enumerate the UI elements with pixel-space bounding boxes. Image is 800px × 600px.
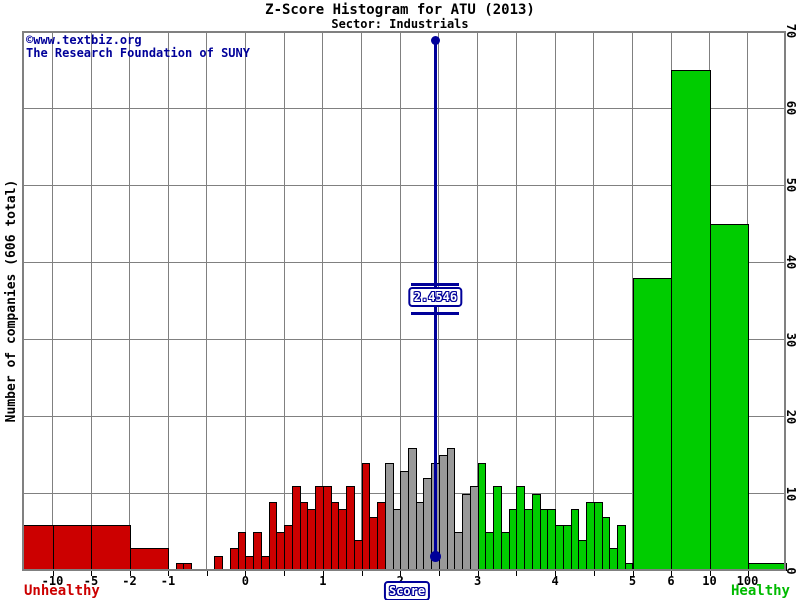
y-tick-label: 10 [784,486,798,502]
x-tick [516,571,518,576]
plot-area [22,31,787,571]
x-tick-label: -1 [160,574,176,588]
y-axis-label: Number of companies (606 total) [4,179,19,423]
y-tick-label: 50 [784,178,798,193]
x-tick [671,571,672,576]
x-tick [400,571,402,576]
v-gridline [322,31,324,571]
histogram-bar [91,524,131,571]
histogram-bar [570,509,580,571]
x-axis-title: Score [383,581,431,600]
attribution-site: ©www.textbiz.org [26,33,142,47]
x-tick [593,571,595,576]
x-tick-label: 5 [628,574,637,588]
chart-subtitle: Sector: Industrials [331,17,469,31]
v-gridline [593,31,595,571]
x-tick [438,571,440,576]
histogram-bar [632,277,672,571]
y-tick-label: 60 [784,100,798,116]
x-tick-label: 10 [702,574,717,588]
histogram-bar [22,524,54,571]
histogram-bar [129,547,169,571]
x-tick-label: 100 [736,574,759,588]
y-tick-label: 0 [784,567,798,575]
x-tick [129,571,131,576]
y-tick-label: 70 [784,23,798,39]
histogram-bar [709,223,749,571]
histogram-bar [346,486,355,571]
v-gridline [206,31,208,571]
h-gridline [22,339,786,341]
x-tick-label: 3 [474,574,482,588]
histogram-bar [671,69,711,571]
x-tick [477,571,479,576]
x-tick-label: -5 [83,574,99,588]
x-tick [322,571,324,576]
x-tick [245,571,247,576]
v-gridline [129,31,130,571]
histogram-bar [617,524,626,571]
histogram-bar [493,486,502,571]
v-gridline [515,31,517,571]
x-tick [632,571,634,576]
chart-title: Z-Score Histogram for ATU (2013) [265,2,535,18]
x-tick-label: 6 [667,574,675,588]
x-tick-label: 4 [551,574,559,588]
x-tick-label: 0 [241,574,250,588]
v-gridline [399,31,401,571]
x-tick [555,571,557,576]
x-tick-label: -2 [122,574,137,588]
v-gridline [283,31,285,571]
marker-value-label: 2.4546 [408,287,463,307]
v-gridline [90,31,92,571]
x-tick [52,571,54,576]
v-gridline [167,31,169,571]
v-gridline [52,31,53,571]
h-gridline [22,261,786,263]
x-tick-label: 1 [319,574,327,588]
histogram-bar [183,563,193,571]
x-tick [91,571,92,576]
h-gridline [22,107,786,109]
histogram-bar [747,563,787,571]
x-tick [284,571,286,576]
h-gridline [22,416,786,418]
histogram-bar [253,532,262,571]
marker-bottom-dot [429,551,441,562]
x-tick [747,571,749,576]
histogram-bar [477,463,487,571]
histogram-bar [601,517,611,571]
histogram-bar [214,555,224,571]
y-tick-label: 20 [784,409,798,424]
histogram-bar [237,532,247,571]
marker-top-dot [430,36,440,45]
marker-crossbar-bottom [411,312,460,315]
v-gridline [554,31,556,571]
histogram-bar [446,447,456,571]
h-gridline [22,184,786,186]
v-gridline [244,31,246,571]
y-tick-label: 40 [784,255,798,270]
x-tick [709,571,711,576]
y-tick-label: 30 [784,332,798,347]
x-tick-label: -10 [41,574,64,588]
histogram-bar [52,524,92,571]
unhealthy-caption: Unhealthy [24,583,100,599]
healthy-caption: Healthy [730,583,790,599]
x-tick [206,571,208,576]
v-gridline [361,31,363,571]
v-gridline [477,31,479,571]
attribution-org: The Research Foundation of SUNY [26,46,250,60]
x-tick [361,571,363,576]
marker-crossbar-top [411,283,460,286]
x-tick [168,571,169,576]
